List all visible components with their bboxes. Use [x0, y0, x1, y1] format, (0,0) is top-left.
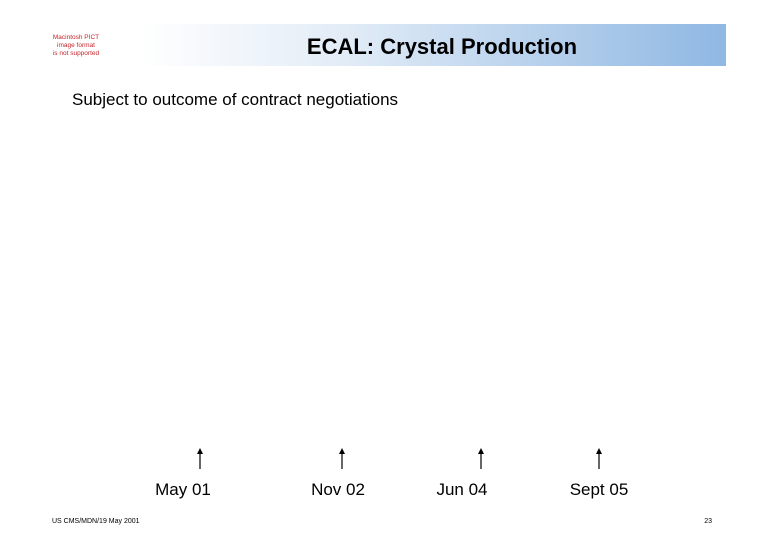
up-arrow-icon	[339, 448, 345, 469]
footer-reference: US CMS/MDN/19 May 2001	[52, 518, 140, 525]
milestone-label-3: Jun 04	[436, 480, 488, 499]
milestone-label-1: May 01	[155, 480, 211, 499]
placeholder-line-1: Macintosh PICT	[52, 34, 100, 41]
slide-title: ECAL: Crystal Production	[306, 34, 578, 59]
slide-subtitle: Subject to outcome of contract negotiati…	[72, 90, 399, 109]
milestone-label-4: Sept 05	[569, 480, 629, 499]
milestone-label-2: Nov 02	[311, 480, 365, 499]
page-number: 23	[704, 518, 712, 525]
up-arrow-icon	[478, 448, 484, 469]
placeholder-line-2: image format	[57, 42, 95, 49]
unsupported-image-placeholder: Macintosh PICT image format is not suppo…	[50, 34, 102, 64]
up-arrow-icon	[197, 448, 203, 469]
placeholder-line-3: is not supported	[52, 50, 100, 57]
up-arrow-icon	[596, 448, 602, 469]
title-bar: ECAL: Crystal Production	[140, 24, 726, 66]
